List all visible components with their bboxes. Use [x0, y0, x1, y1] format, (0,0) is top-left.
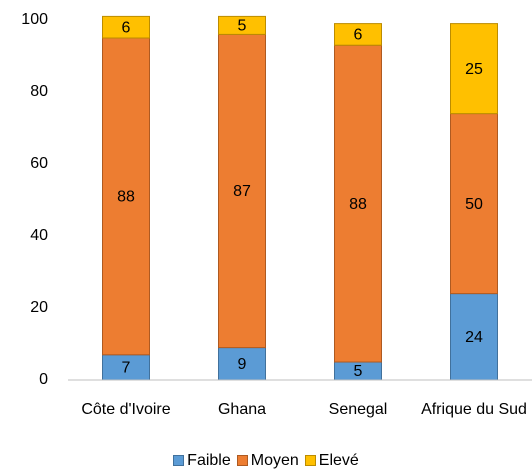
y-tick-label: 80: [30, 83, 48, 100]
data-label: 5: [354, 363, 363, 380]
legend-item: Faible: [173, 452, 231, 470]
data-label: 5: [238, 18, 247, 35]
data-label: 9: [238, 356, 247, 373]
y-tick-label: 20: [30, 299, 48, 316]
bar-segment: [102, 15, 150, 39]
data-label: 50: [465, 196, 483, 213]
bar-segment: [450, 293, 498, 381]
x-tick-label: Ghana: [217, 401, 267, 418]
data-label: 6: [122, 19, 131, 36]
bar-segment: [218, 15, 266, 35]
data-label: 25: [465, 61, 483, 78]
y-tick-label: 60: [30, 155, 48, 172]
legend-swatch: [173, 455, 185, 466]
legend-item: Elevé: [304, 452, 359, 470]
bar-segment: [450, 113, 498, 295]
data-label: 6: [354, 27, 363, 44]
legend-swatch: [236, 455, 248, 466]
bar-segment: [450, 23, 498, 115]
x-tick-label: Côte d'Ivoire: [81, 401, 171, 418]
data-label: 88: [117, 189, 135, 206]
bar-segment: [334, 44, 382, 363]
y-tick-label: 100: [21, 11, 48, 28]
legend-label: Faible: [187, 452, 231, 469]
bar-segment: [218, 33, 266, 349]
bar-segment: [102, 37, 150, 356]
x-tick-label: Senegal: [328, 401, 388, 418]
data-label: 87: [233, 183, 251, 200]
legend-swatch: [304, 455, 316, 466]
x-tick-label: Afrique du Sud: [421, 401, 527, 418]
legend: Faible Moyen Elevé: [0, 452, 532, 470]
y-tick-label: 40: [30, 227, 48, 244]
legend-label: Moyen: [250, 452, 299, 469]
legend-label: Elevé: [318, 452, 359, 469]
bar-segment: [218, 347, 266, 381]
bar-segment: [334, 23, 382, 46]
legend-item: Moyen: [236, 452, 299, 470]
data-label: 24: [465, 329, 483, 346]
data-label: 7: [122, 360, 131, 377]
data-label: 88: [349, 196, 367, 213]
y-tick-label: 0: [39, 371, 48, 388]
